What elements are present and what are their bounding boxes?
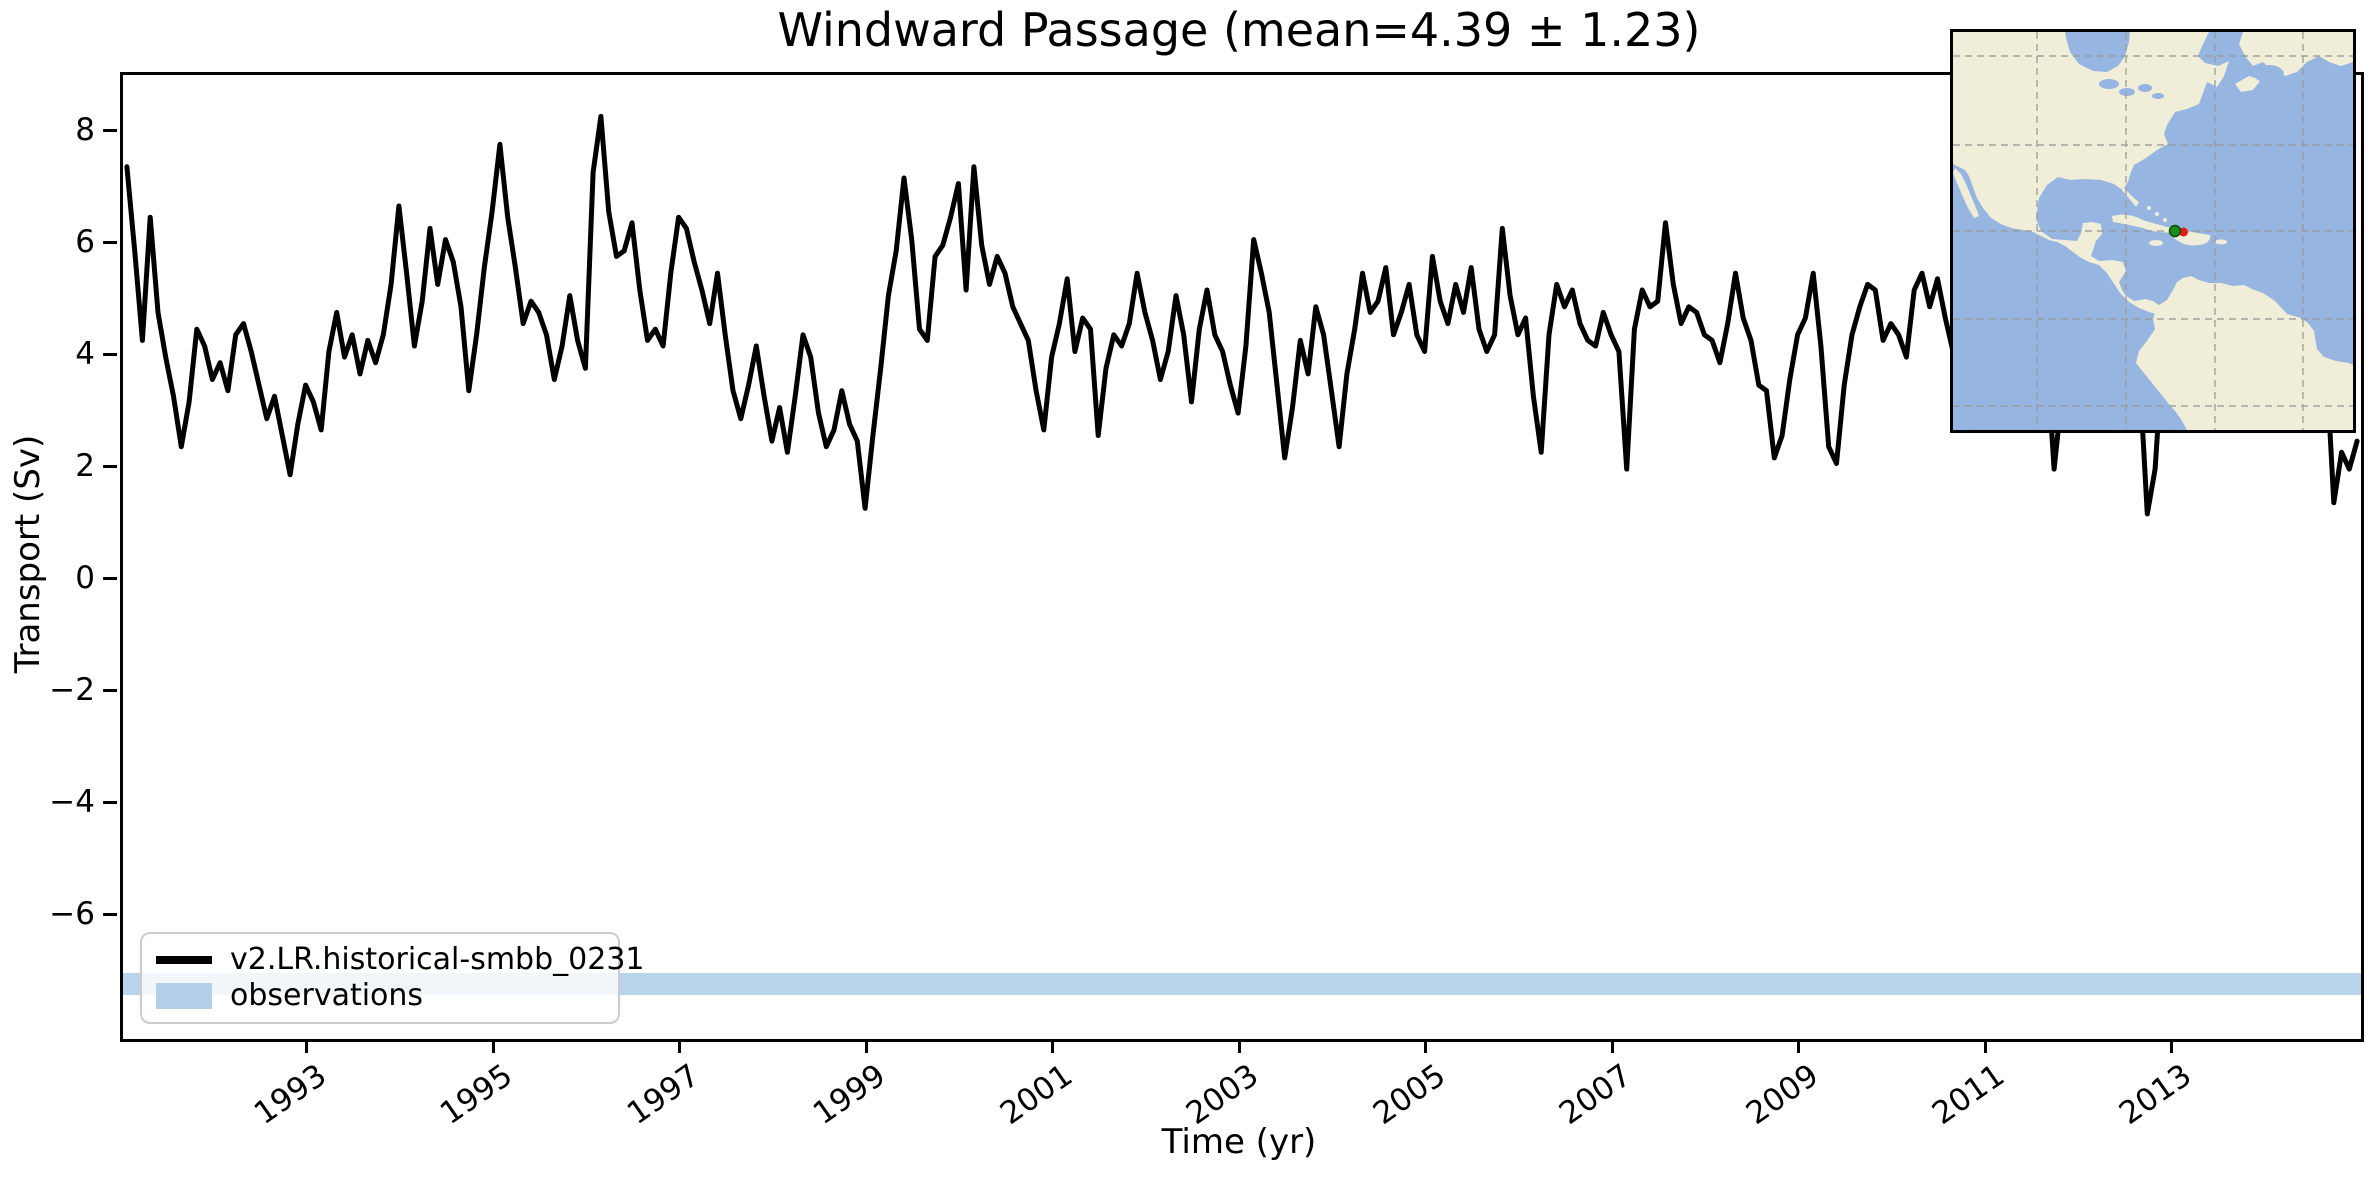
y-tick-label: 0 [75,560,95,597]
x-tick-label: 1999 [806,1057,893,1132]
legend: v2.LR.historical-smbb_0231 observations [140,932,645,1024]
y-tick-mark [103,464,117,468]
x-tick-mark [1797,1039,1800,1053]
observations-band [123,972,2361,996]
x-tick-mark [2170,1039,2173,1053]
x-tick-label: 2009 [1739,1057,1825,1132]
x-tick-label: 2013 [2112,1057,2198,1132]
x-tick-label: 1997 [620,1057,706,1132]
y-tick-mark [103,688,117,692]
x-tick-label: 2011 [1925,1057,2012,1132]
y-tick-mark [103,128,117,132]
figure-title: Windward Passage (mean=4.39 ± 1.23) [777,3,1701,57]
map-inland-water [2099,65,2284,99]
legend-item-observations: observations [156,978,604,1014]
x-tick-mark [1983,1039,1987,1053]
y-tick-mark [103,800,117,804]
inset-map [1950,29,2356,433]
legend-observations-label: observations [230,978,424,1013]
y-tick-mark [103,912,117,916]
map-land [1953,32,2353,430]
x-tick-label: 1995 [433,1057,520,1132]
y-tick-label: −4 [49,784,95,820]
y-tick-label: −2 [49,672,95,708]
observations-patch-swatch [156,983,212,1009]
x-tick-mark [864,1039,868,1053]
x-tick-mark [491,1039,495,1053]
map-gridlines [1953,32,2353,430]
x-tick-mark [1237,1039,1241,1053]
x-tick-label: 1993 [247,1057,333,1132]
map-marker-red [2179,227,2188,237]
x-axis-label: Time (yr) [1161,1122,1317,1162]
y-tick-mark [103,576,117,580]
legend-model-label: v2.LR.historical-smbb_0231 [230,942,645,977]
americas-map [1953,32,2353,430]
y-tick-label: −6 [49,896,95,932]
y-tick-mark [103,352,117,356]
x-tick-mark [1424,1039,1427,1053]
y-tick-label: 2 [75,448,95,485]
y-tick-label: 6 [75,224,95,261]
y-tick-mark [103,240,117,244]
x-tick-mark [678,1039,681,1053]
legend-item-model: v2.LR.historical-smbb_0231 [156,942,645,978]
x-tick-label: 2007 [1552,1057,1639,1132]
y-tick-label: 8 [75,112,95,149]
model-line-swatch [156,956,212,964]
x-tick-mark [1051,1039,1054,1053]
map-marker-green [2168,224,2182,238]
x-tick-mark [305,1039,308,1053]
x-tick-mark [1610,1039,1614,1053]
y-tick-label: 4 [75,336,95,373]
